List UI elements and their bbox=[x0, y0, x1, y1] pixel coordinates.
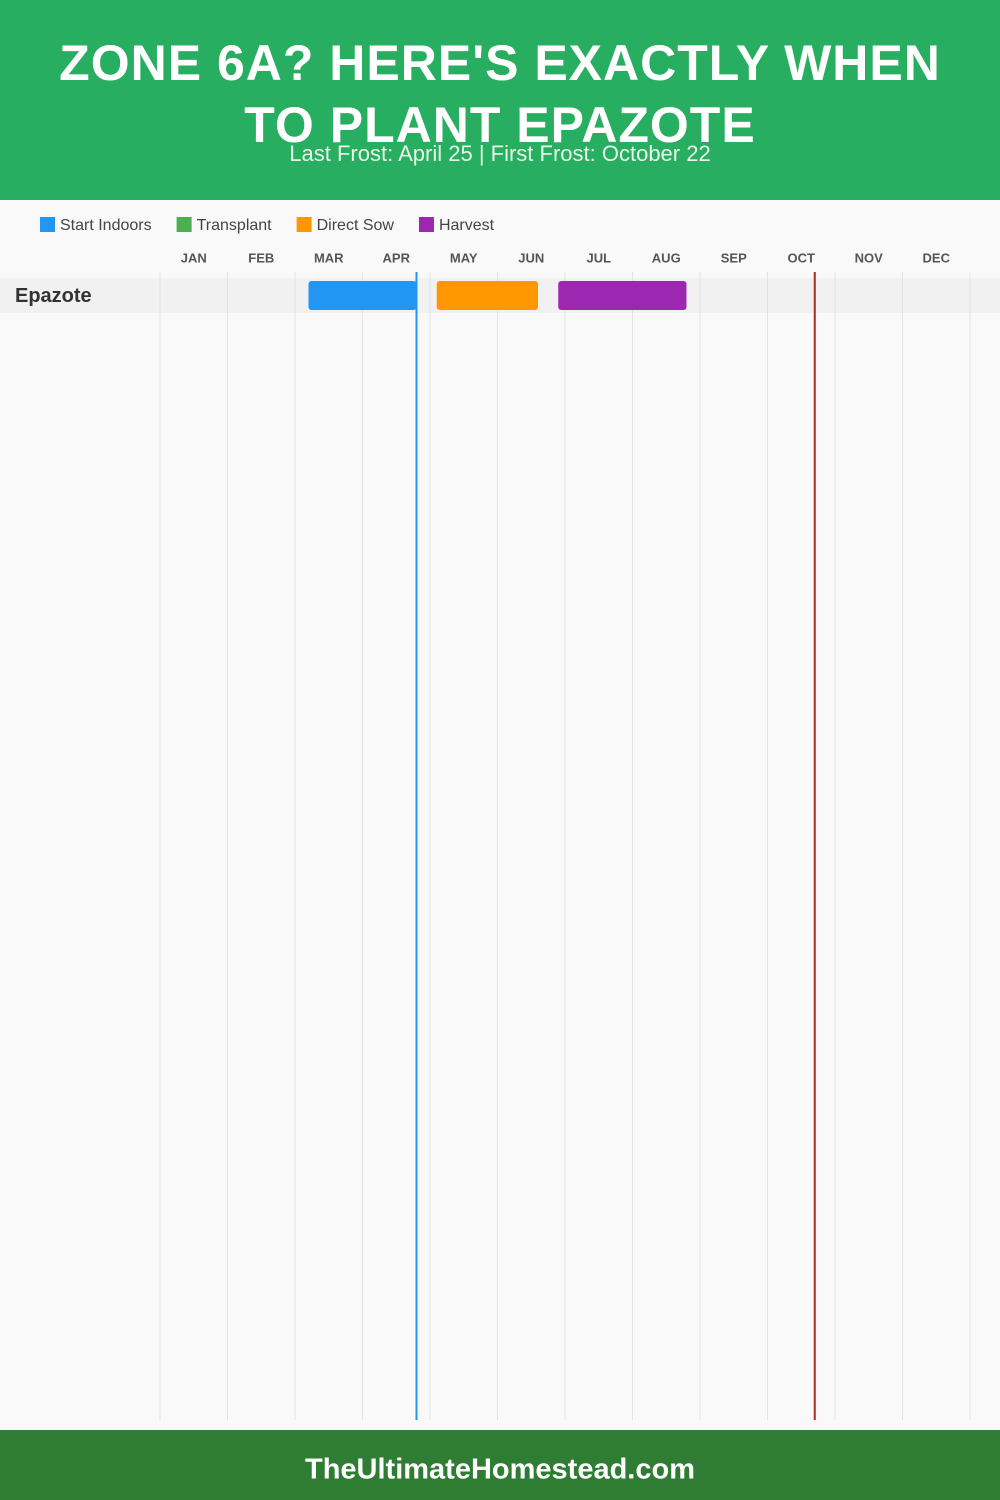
legend-swatch bbox=[296, 217, 312, 232]
legend-swatch bbox=[176, 217, 192, 232]
x-tick-label: JAN bbox=[181, 250, 207, 265]
footer-text: TheUltimateHomestead.com bbox=[305, 1454, 695, 1486]
chart-subtitle: Last Frost: April 25 | First Frost: Octo… bbox=[289, 141, 710, 166]
legend-label: Start Indoors bbox=[60, 217, 152, 234]
x-tick-label: APR bbox=[383, 250, 411, 265]
x-tick-label: MAR bbox=[314, 250, 344, 265]
x-tick-label: FEB bbox=[248, 250, 274, 265]
task-label: Epazote bbox=[15, 285, 92, 307]
x-tick-label: DEC bbox=[923, 250, 951, 265]
x-tick-label: NOV bbox=[855, 250, 884, 265]
legend-swatch bbox=[40, 217, 55, 232]
x-tick-label: OCT bbox=[788, 250, 816, 265]
x-tick-label: SEP bbox=[721, 250, 747, 265]
legend-label: Harvest bbox=[439, 217, 495, 234]
footer-band bbox=[0, 1430, 1000, 1500]
legend-swatch bbox=[418, 217, 434, 232]
header-band bbox=[0, 0, 1000, 200]
timeline-bar bbox=[308, 281, 417, 310]
timeline-bar bbox=[436, 281, 538, 310]
x-tick-label: JUN bbox=[518, 250, 544, 265]
chart-title: ZONE 6A? HERE'S EXACTLY WHEN TO PLANT EP… bbox=[59, 35, 941, 153]
legend-label: Transplant bbox=[197, 217, 273, 234]
legend-label: Direct Sow bbox=[317, 217, 395, 234]
timeline-bar bbox=[558, 281, 687, 310]
x-tick-label: JUL bbox=[586, 250, 611, 265]
x-tick-label: AUG bbox=[652, 250, 681, 265]
x-tick-label: MAY bbox=[450, 250, 478, 265]
